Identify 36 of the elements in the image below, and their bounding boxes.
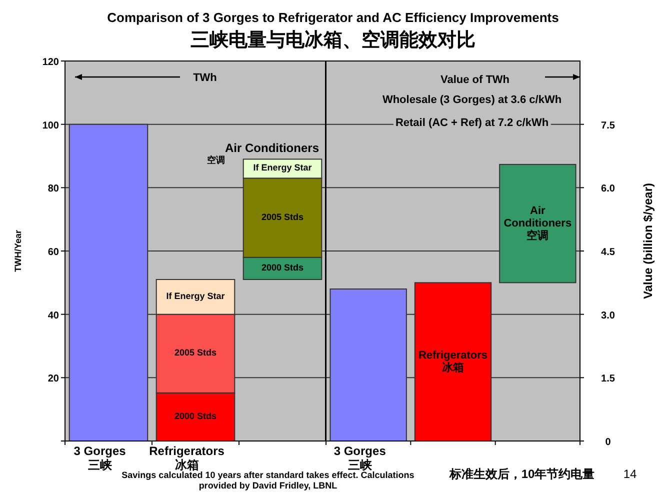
series-label: 2005 Stds [261, 212, 304, 222]
y-axis-title: TWH/Year [13, 230, 23, 272]
y2-tick-label: 0 [605, 437, 612, 448]
text: Savings calculated 10 years after standard takes effect. Calculations provided by David Fridley, LBNL [122, 470, 414, 490]
y-tick-label: 60 [48, 247, 60, 258]
y2-tick-label: 6.0 [601, 184, 616, 195]
annotation: Air Conditioners [224, 141, 320, 155]
series-label: 2000 Stds [261, 262, 304, 273]
y-tick-label: 80 [48, 184, 60, 195]
y2-tick-label: 7.5 [601, 120, 616, 132]
text: 标准生效后，10年节约电量 [448, 467, 595, 481]
y2-tick-label: 1.5 [601, 374, 616, 385]
annotation: Retail (AC + Ref) at 7.2 c/kWh [395, 117, 549, 129]
series-label: Refrigerators 冰箱 [418, 349, 488, 374]
text: 14 [623, 467, 637, 481]
annotation: TWh [193, 72, 218, 84]
chart-subtitle: 三峡电量与电冰箱、空调能效对比 [190, 29, 476, 51]
text: 2000 Stds [174, 411, 217, 422]
annotation: Value of TWh [440, 74, 510, 86]
y2-tick-label: 3.0 [601, 310, 616, 322]
y-tick-label: 100 [42, 120, 60, 132]
y2-tick-label: 4.5 [601, 247, 616, 258]
series-label: If Energy Star [253, 163, 312, 174]
text: If Energy Star [166, 291, 225, 302]
annotation: Wholesale (3 Gorges) at 3.6 c/kWh [382, 94, 562, 106]
x-tick-label: Refrigerators 冰箱 [149, 444, 225, 472]
chart-title: Comparison of 3 Gorges to Refrigerator and AC Efficiency Improvements [107, 10, 559, 25]
x-tick-label: 3 Gorges 三峡 [334, 444, 386, 472]
annotation: 空调 [207, 155, 225, 165]
y2-axis-title: Value (billion $/year) [641, 182, 655, 300]
y-tick-label: 40 [48, 310, 60, 322]
x-tick-label: 3 Gorges 三峡 [74, 444, 126, 472]
text: 2005 Stds [174, 348, 217, 358]
series-label: Air Conditioners 空调 [504, 204, 572, 242]
y-tick-label: 120 [42, 57, 60, 68]
y-tick-label: 20 [48, 374, 60, 385]
